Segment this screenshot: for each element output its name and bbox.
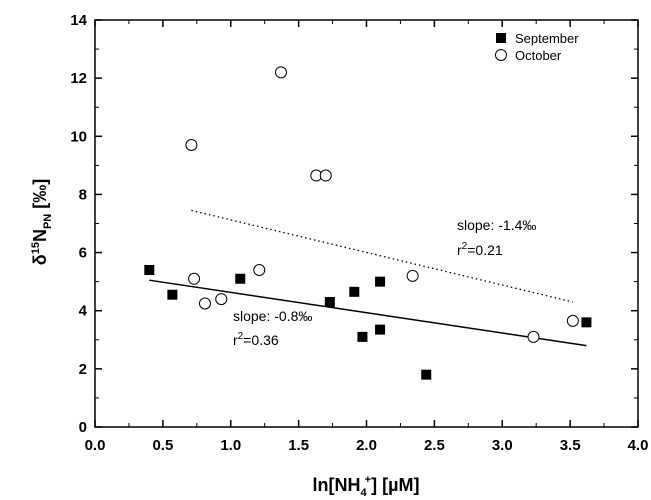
x-axis-ticks: 0.0 0.5 1.0 1.5 2.0 2.5 3.0 3.5 4.0: [85, 20, 649, 454]
x-tick-label: 0.5: [152, 437, 173, 454]
september-point: [324, 296, 335, 307]
y-tick-label: 6: [79, 245, 87, 262]
september-r2-value: =0.36: [243, 332, 279, 348]
october-point: [198, 297, 211, 310]
october-point: [406, 269, 419, 282]
september-point: [235, 273, 246, 284]
october-r2-sup: 2: [462, 241, 468, 252]
y-tick-label: 2: [79, 361, 87, 378]
october-point: [188, 272, 201, 285]
x-axis-title-suffix: ] [µM]: [371, 475, 419, 495]
september-point: [349, 286, 360, 297]
september-point: [581, 317, 592, 328]
x-tick-label: 2.0: [356, 437, 377, 454]
september-point: [375, 276, 386, 287]
september-point: [375, 324, 386, 335]
legend: September October: [495, 31, 579, 63]
x-tick-label: 0.0: [85, 437, 106, 454]
september-point: [144, 265, 155, 276]
y-axis-title-suffix: [‰]: [30, 179, 50, 214]
x-tick-label: 3.0: [492, 437, 513, 454]
x-axis-title: ln[NH4+] [µM]: [313, 474, 420, 499]
september-fit-annotation: slope: -0.8‰ r2=0.36: [233, 308, 312, 348]
y-tick-label: 8: [79, 186, 87, 203]
october-point: [274, 66, 287, 79]
september-point: [357, 331, 368, 342]
october-r2-label: r2=0.21: [457, 241, 503, 258]
y-axis-title-sup: 15: [30, 242, 42, 254]
x-axis-title-prefix: ln[NH: [313, 475, 361, 495]
y-axis-ticks: 0 2 4 6 8 10 12 14: [70, 12, 638, 436]
x-tick-label: 2.5: [424, 437, 445, 454]
x-axis-title-sup: +: [365, 474, 371, 486]
fit-lines: [149, 209, 587, 347]
y-axis-title-sub: PN: [42, 214, 54, 229]
october-r2-value: =0.21: [467, 242, 503, 258]
october-slope-label: slope: -1.4‰: [457, 217, 536, 233]
october-point: [215, 293, 228, 306]
legend-marker-september: [496, 33, 506, 43]
legend-label-october: October: [515, 48, 562, 63]
september-r2-prefix: r: [233, 332, 238, 348]
y-tick-label: 12: [70, 70, 87, 87]
x-tick-label: 3.5: [560, 437, 581, 454]
september-point: [167, 289, 178, 300]
x-axis-title-sub: 4: [361, 487, 368, 499]
y-tick-label: 10: [70, 128, 87, 145]
october-point: [185, 139, 198, 152]
x-tick-label: 4.0: [628, 437, 649, 454]
x-tick-label: 1.0: [220, 437, 241, 454]
september-fit-line: [149, 279, 587, 347]
october-point: [319, 169, 332, 182]
october-point: [253, 264, 266, 277]
y-axis-title-mid: N: [30, 229, 50, 242]
september-slope-label: slope: -0.8‰: [233, 308, 312, 324]
y-tick-label: 14: [70, 12, 87, 29]
september-point: [421, 369, 432, 380]
y-axis-title: δ15NPN [‰]: [30, 179, 54, 265]
october-point: [566, 314, 579, 327]
september-r2-label: r2=0.36: [233, 331, 279, 348]
y-tick-label: 4: [79, 303, 88, 320]
plot-frame: [94, 19, 639, 428]
y-axis-title-prefix: δ: [30, 254, 50, 265]
y-tick-label: 0: [79, 419, 87, 436]
october-r2-prefix: r: [457, 242, 462, 258]
october-point: [527, 330, 540, 343]
september-r2-sup: 2: [238, 331, 244, 342]
legend-marker-october: [495, 49, 507, 61]
october-fit-annotation: slope: -1.4‰ r2=0.21: [457, 217, 536, 258]
legend-label-september: September: [515, 31, 579, 46]
x-tick-label: 1.5: [288, 437, 309, 454]
data-points: [144, 66, 592, 380]
